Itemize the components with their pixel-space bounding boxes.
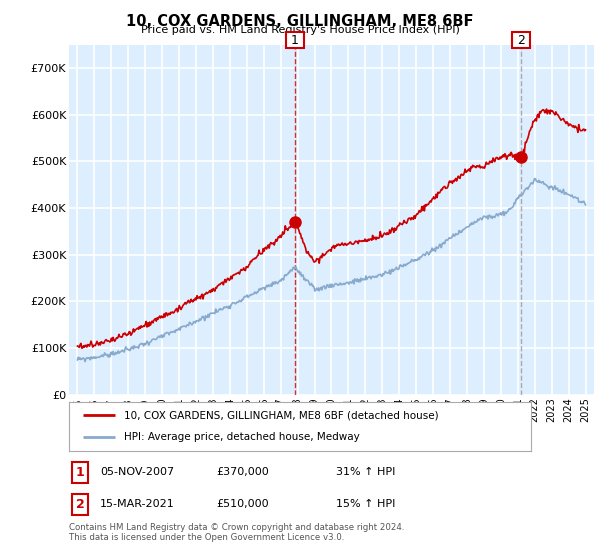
Text: 2: 2 bbox=[76, 498, 85, 511]
Text: 05-NOV-2007: 05-NOV-2007 bbox=[100, 468, 174, 477]
Text: 15-MAR-2021: 15-MAR-2021 bbox=[100, 500, 175, 509]
Bar bbox=[295, 45, 594, 395]
Text: £510,000: £510,000 bbox=[216, 500, 269, 509]
Text: 10, COX GARDENS, GILLINGHAM, ME8 6BF: 10, COX GARDENS, GILLINGHAM, ME8 6BF bbox=[126, 14, 474, 29]
Text: 1: 1 bbox=[76, 466, 85, 479]
Text: HPI: Average price, detached house, Medway: HPI: Average price, detached house, Medw… bbox=[124, 432, 360, 442]
Text: Contains HM Land Registry data © Crown copyright and database right 2024.
This d: Contains HM Land Registry data © Crown c… bbox=[69, 523, 404, 543]
Text: 2: 2 bbox=[517, 34, 525, 47]
Text: £370,000: £370,000 bbox=[216, 468, 269, 477]
Text: 1: 1 bbox=[291, 34, 299, 47]
Text: 15% ↑ HPI: 15% ↑ HPI bbox=[336, 500, 395, 509]
Text: 31% ↑ HPI: 31% ↑ HPI bbox=[336, 468, 395, 477]
Text: 10, COX GARDENS, GILLINGHAM, ME8 6BF (detached house): 10, COX GARDENS, GILLINGHAM, ME8 6BF (de… bbox=[124, 410, 439, 421]
Text: Price paid vs. HM Land Registry's House Price Index (HPI): Price paid vs. HM Land Registry's House … bbox=[140, 25, 460, 35]
